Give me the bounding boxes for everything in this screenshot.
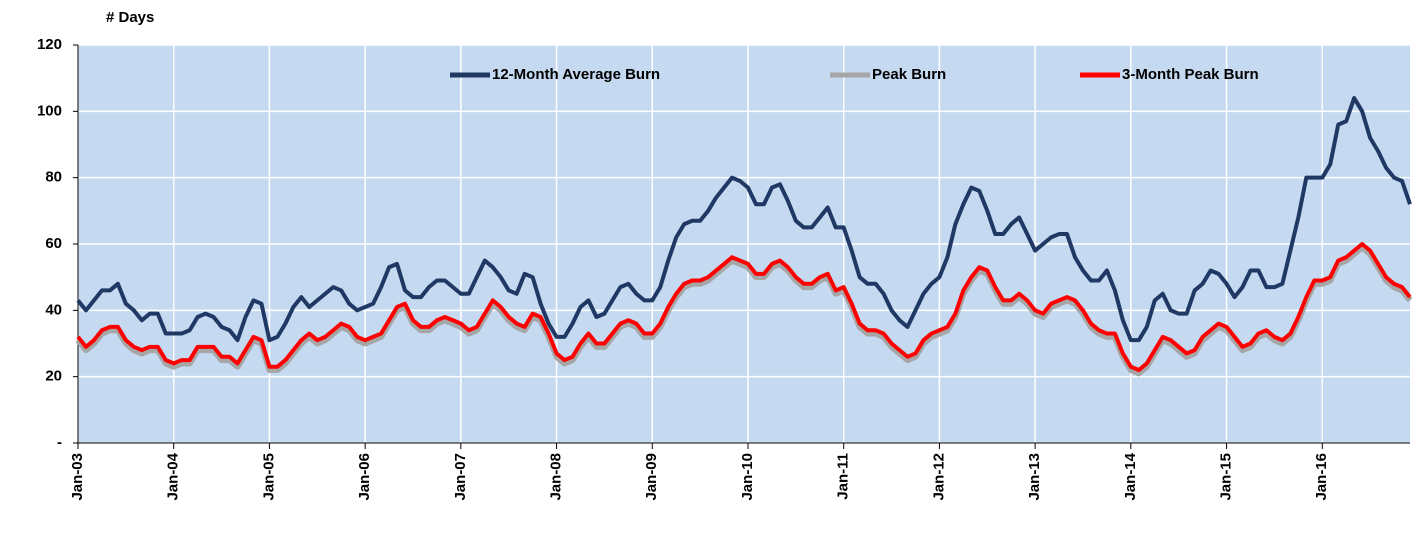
x-tick-label: Jan-13 [1026, 453, 1043, 501]
x-tick-label: Jan-04 [165, 452, 182, 500]
y-tick-label: 80 [45, 169, 62, 186]
y-tick-label: 100 [37, 102, 62, 119]
x-tick-label: Jan-10 [739, 453, 756, 501]
y-tick-label: 60 [45, 235, 62, 252]
x-tick-label: Jan-03 [69, 453, 86, 501]
y-tick-label: 40 [45, 301, 62, 318]
x-tick-label: Jan-05 [260, 453, 277, 501]
x-tick-label: Jan-12 [930, 453, 947, 501]
x-tick-label: Jan-14 [1122, 452, 1139, 500]
series-line [75, 244, 1413, 377]
x-tick-label: Jan-09 [643, 453, 660, 501]
x-tick-label: Jan-06 [356, 453, 373, 501]
y-axis-title: # Days [106, 9, 154, 26]
x-tick-label: Jan-16 [1313, 453, 1330, 501]
legend-label: 12-Month Average Burn [492, 66, 660, 83]
legend-label: Peak Burn [872, 66, 946, 83]
x-tick-label: Jan-08 [548, 453, 565, 501]
x-tick-label: Jan-11 [835, 453, 852, 500]
y-tick-label: 20 [45, 368, 62, 385]
y-tick-label: - [57, 434, 62, 451]
x-tick-label: Jan-15 [1218, 453, 1235, 501]
legend-label: 3-Month Peak Burn [1122, 66, 1259, 83]
series-line [76, 96, 1412, 343]
y-tick-label: 120 [37, 36, 62, 53]
x-tick-label: Jan-07 [452, 453, 469, 501]
series-line [76, 242, 1412, 373]
